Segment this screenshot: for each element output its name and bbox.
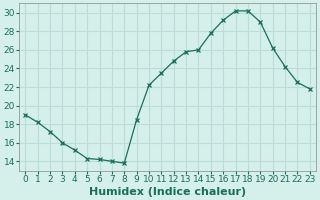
X-axis label: Humidex (Indice chaleur): Humidex (Indice chaleur)	[89, 187, 246, 197]
